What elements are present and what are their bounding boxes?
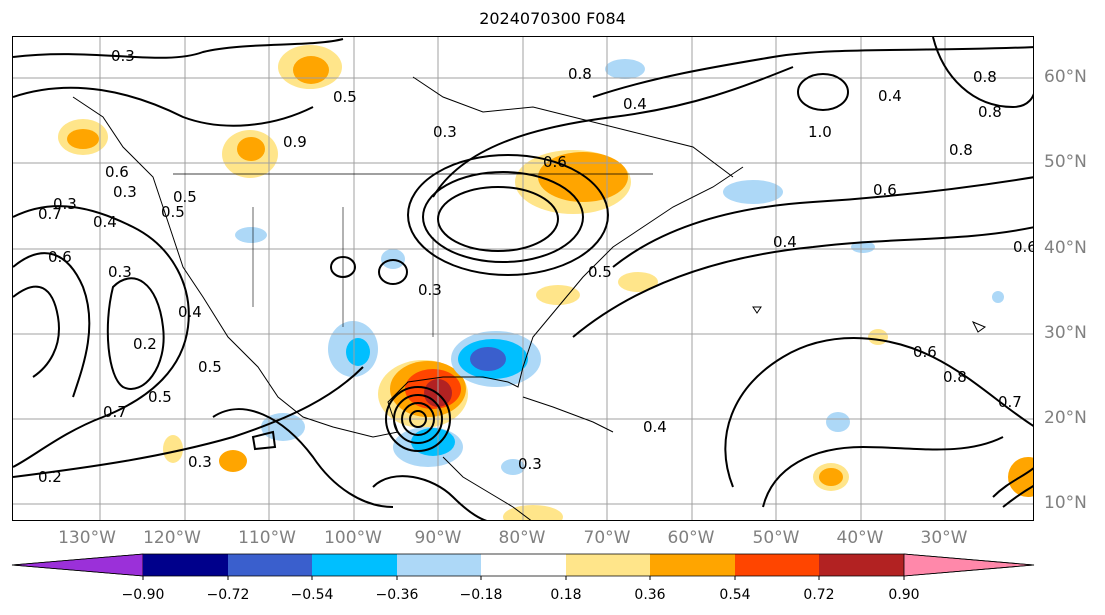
map-canvas: 0.3 0.3 0.5 0.3 0.6 0.8 0.4 0.4 0.6 0.8 … (13, 37, 1034, 520)
contour-label: 0.6 (1013, 238, 1034, 256)
contour-label: 0.6 (543, 153, 567, 171)
colorbar-segment (312, 554, 397, 576)
contour-label: 0.7 (38, 205, 62, 223)
contour-label: 0.5 (588, 263, 612, 281)
negative-anomaly-shading (235, 59, 1004, 475)
colorbar-tick-label: −0.72 (206, 587, 250, 603)
lon-label: 110°W (238, 528, 296, 548)
contour-label: 0.5 (161, 203, 185, 221)
lon-label: 100°W (324, 528, 382, 548)
contour-label: 0.6 (105, 163, 129, 181)
colorbar-segment (11, 553, 144, 577)
contour-label: 0.3 (518, 455, 542, 473)
contour-label: 0.4 (178, 303, 202, 321)
colorbar-tick-label: −0.18 (459, 587, 503, 603)
contour-label: 0.7 (103, 403, 127, 421)
colorbar-tick-label: 0.18 (550, 587, 582, 603)
colorbar-segment (143, 554, 228, 576)
contour-label: 0.5 (173, 188, 197, 206)
colorbar-tick-label: −0.36 (375, 587, 419, 603)
contour-label: 0.5 (333, 88, 357, 106)
colorbar-segment (650, 554, 735, 576)
colorbar-segment (228, 554, 312, 576)
lat-label: 10°N (1044, 493, 1087, 513)
contour-label: 0.6 (48, 248, 72, 266)
contour-label: 0.3 (53, 195, 77, 213)
contour-label: 0.3 (108, 263, 132, 281)
lon-label: 90°W (414, 528, 462, 548)
lat-label: 60°N (1044, 67, 1087, 87)
contour-label: 0.4 (878, 87, 902, 105)
lat-label: 50°N (1044, 152, 1087, 172)
contour-label: 0.4 (623, 95, 647, 113)
lon-label: 130°W (58, 528, 116, 548)
lon-label: 80°W (498, 528, 546, 548)
contour-label: 0.2 (133, 335, 157, 353)
contour-label: 0.8 (943, 368, 967, 386)
contour-label: 0.7 (998, 393, 1022, 411)
colorbar-tick-label: 0.36 (634, 587, 666, 603)
contour-label: 0.8 (949, 141, 973, 159)
lon-label: 70°W (583, 528, 631, 548)
positive-anomaly-shading (58, 45, 1033, 520)
contour-label: 0.4 (93, 213, 117, 231)
colorbar-tick-label: 0.90 (888, 587, 920, 603)
colorbar-segment (481, 554, 566, 576)
colorbar-tick-label: 0.54 (719, 587, 751, 603)
map-title: 2024070300 F084 (479, 9, 626, 28)
lat-label: 40°N (1044, 238, 1087, 258)
contour-label: 0.4 (773, 233, 797, 251)
lat-label: 20°N (1044, 408, 1087, 428)
contour-label: 0.4 (643, 418, 667, 436)
coastlines (72, 76, 987, 520)
contour-label: 0.8 (568, 65, 592, 83)
contour-label: 0.3 (111, 47, 135, 65)
colorbar-tick-label: −0.90 (121, 587, 165, 603)
contour-label: 0.5 (148, 388, 172, 406)
lon-label: 30°W (920, 528, 968, 548)
contour-label: 0.3 (433, 123, 457, 141)
lon-label: 40°W (836, 528, 884, 548)
lat-label: 30°N (1044, 323, 1087, 343)
lon-label: 50°W (752, 528, 800, 548)
contour-label: 0.9 (283, 133, 307, 151)
contour-label: 0.8 (978, 103, 1002, 121)
contour-label: 0.6 (913, 343, 937, 361)
colorbar-segment (819, 554, 904, 576)
contour-label: 1.0 (808, 123, 832, 141)
contour-label: 0.5 (198, 358, 222, 376)
colorbar-segment (397, 554, 481, 576)
lon-label: 120°W (143, 528, 201, 548)
contour-label: 0.2 (38, 468, 62, 486)
colorbar-segment (903, 553, 1035, 577)
colorbar-segment (566, 554, 650, 576)
colorbar-tick-label: −0.54 (290, 587, 334, 603)
contour-label: 0.3 (188, 453, 212, 471)
contour-label: 0.3 (418, 281, 442, 299)
map-panel: 0.3 0.3 0.5 0.3 0.6 0.8 0.4 0.4 0.6 0.8 … (12, 36, 1034, 521)
contour-labels: 0.3 0.3 0.5 0.3 0.6 0.8 0.4 0.4 0.6 0.8 … (38, 47, 1034, 486)
contour-label: 0.8 (973, 68, 997, 86)
colorbar (11, 553, 1035, 580)
contour-lines (13, 37, 1033, 520)
lon-label: 60°W (667, 528, 715, 548)
colorbar-segment (735, 554, 819, 576)
colorbar-tick-label: 0.72 (803, 587, 835, 603)
contour-label: 0.3 (113, 183, 137, 201)
contour-label: 0.6 (873, 181, 897, 199)
